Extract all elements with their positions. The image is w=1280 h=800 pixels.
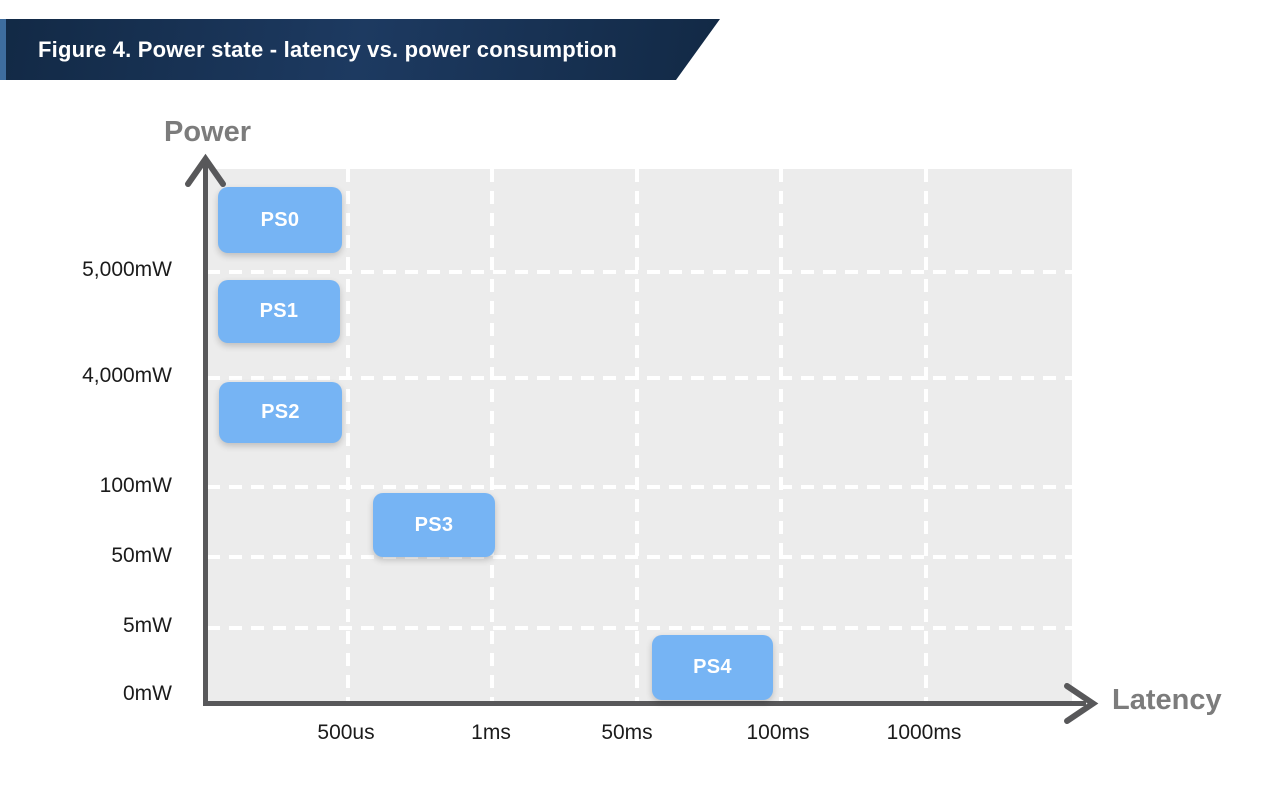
- gridline-horizontal: [207, 485, 1072, 489]
- state-box-ps3: PS3: [373, 493, 495, 557]
- state-box-label: PS4: [693, 656, 732, 678]
- gridline-horizontal: [207, 376, 1072, 380]
- y-tick-label: 100mW: [99, 474, 172, 497]
- state-box-label: PS0: [260, 208, 300, 231]
- x-tick-label: 500us: [317, 721, 375, 744]
- y-tick-label: 4,000mW: [82, 364, 172, 387]
- banner-accent-stripe: [0, 19, 6, 80]
- gridline-horizontal: [207, 270, 1072, 274]
- gridline-vertical: [779, 169, 783, 703]
- y-tick-label: 50mW: [111, 544, 172, 567]
- state-box-ps4: PS4: [652, 635, 773, 700]
- gridline-vertical: [635, 169, 639, 703]
- y-tick-label: 0mW: [123, 682, 172, 705]
- y-tick-label: 5,000mW: [82, 258, 172, 281]
- plot-area: [207, 169, 1072, 703]
- gridline-vertical: [490, 169, 494, 703]
- gridline-horizontal: [207, 555, 1072, 559]
- gridline-horizontal: [207, 626, 1072, 630]
- gridline-vertical: [924, 169, 928, 703]
- state-box-label: PS1: [259, 300, 299, 322]
- state-box-label: PS2: [261, 401, 300, 423]
- state-box-ps2: PS2: [219, 382, 342, 443]
- state-box-ps0: PS0: [218, 187, 342, 253]
- x-tick-label: 1000ms: [886, 721, 962, 744]
- x-tick-label: 100ms: [746, 721, 810, 744]
- x-axis-title: Latency: [1112, 684, 1222, 716]
- figure-caption-banner: Figure 4. Power state - latency vs. powe…: [0, 19, 720, 80]
- y-axis-title: Power: [164, 116, 252, 148]
- state-box-ps1: PS1: [218, 280, 340, 343]
- x-tick-label: 50ms: [601, 721, 653, 744]
- y-tick-label: 5mW: [123, 614, 172, 637]
- state-box-label: PS3: [414, 513, 454, 536]
- x-tick-label: 1ms: [471, 721, 511, 744]
- gridline-vertical: [346, 169, 350, 703]
- figure-caption: Figure 4. Power state - latency vs. powe…: [38, 36, 618, 62]
